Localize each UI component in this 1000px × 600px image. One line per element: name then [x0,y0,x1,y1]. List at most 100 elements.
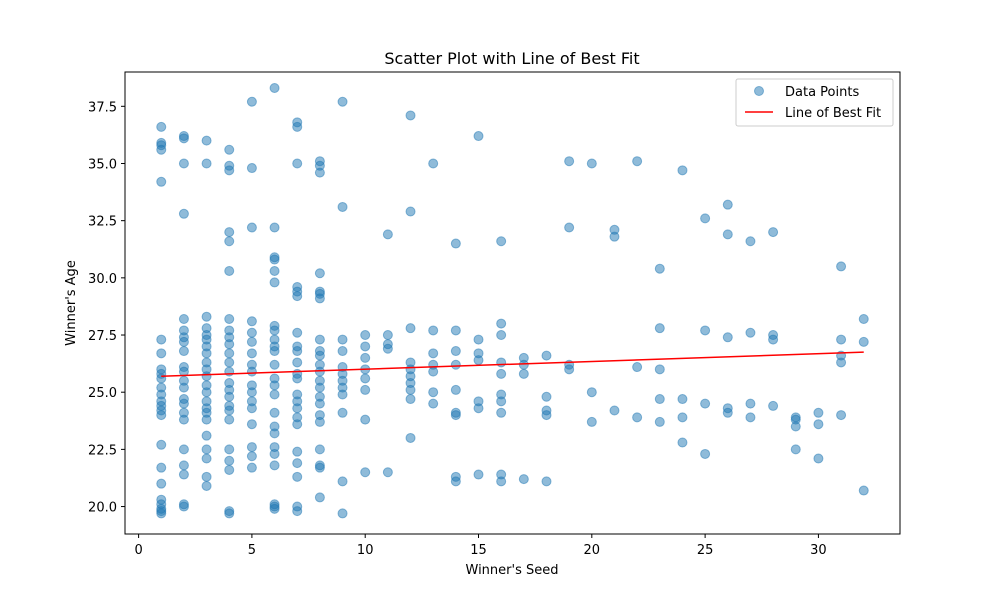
data-point [224,414,235,425]
data-point [677,437,688,448]
data-point [156,373,167,384]
data-point [768,334,779,345]
data-point [632,362,643,373]
data-point [337,201,348,212]
data-point [496,476,507,487]
data-point [609,231,620,242]
data-point [360,467,371,478]
data-point [768,400,779,411]
data-point [178,414,189,425]
data-point [586,158,597,169]
x-axis-label: Winner's Seed [466,563,559,578]
data-point [450,346,461,357]
y-axis-ticks: 20.0 22.5 25.0 27.5 30.0 32.5 35.0 37.5 [88,100,125,516]
data-point [428,325,439,336]
data-point [246,366,257,377]
data-point [269,448,280,459]
data-point [224,508,235,519]
data-point [496,396,507,407]
data-point [428,398,439,409]
data-point [269,380,280,391]
data-point [496,236,507,247]
data-point [564,364,575,375]
data-point [722,199,733,210]
data-point [292,158,303,169]
data-point [224,227,235,238]
data-point [246,451,257,462]
data-point [541,391,552,402]
data-point [246,96,257,107]
data-point [156,439,167,450]
data-point [700,213,711,224]
data-point [382,330,393,341]
data-point [246,462,257,473]
data-point [337,334,348,345]
data-point [677,412,688,423]
data-point [473,355,484,366]
data-point [405,394,416,405]
data-point [269,389,280,400]
data-point [292,373,303,384]
data-point [450,384,461,395]
data-point [813,453,824,464]
data-point [269,428,280,439]
data-point [292,121,303,132]
data-point [269,254,280,265]
data-point [496,318,507,329]
data-point [269,265,280,276]
data-point [450,238,461,249]
data-point [405,432,416,443]
best-fit-line [161,351,864,377]
data-point [224,339,235,350]
x-tick-label: 30 [810,543,827,558]
data-point [224,391,235,402]
data-point [450,410,461,421]
data-point [156,348,167,359]
data-point [541,410,552,421]
data-point [428,366,439,377]
data-point [473,403,484,414]
data-point [224,265,235,276]
data-point [745,236,756,247]
data-point [246,442,257,453]
chart-title: Scatter Plot with Line of Best Fit [384,49,639,68]
data-point [201,480,212,491]
data-point [178,208,189,219]
y-tick-label: 27.5 [88,329,117,344]
data-point [201,311,212,322]
data-point [201,387,212,398]
data-point [292,357,303,368]
plot-area [124,71,901,535]
data-point [201,453,212,464]
data-point [224,455,235,466]
data-point [201,471,212,482]
data-point [314,382,325,393]
y-tick-label: 25.0 [88,386,117,401]
data-point [858,314,869,325]
y-axis-label: Winner's Age [64,260,79,346]
x-tick-label: 0 [134,543,142,558]
data-point [314,293,325,304]
data-point [813,407,824,418]
data-point [178,460,189,471]
data-point [836,410,847,421]
data-point [745,327,756,338]
data-point [677,394,688,405]
data-point [745,412,756,423]
data-point [654,416,665,427]
data-point [382,229,393,240]
data-point [201,371,212,382]
data-point [156,410,167,421]
data-point [654,364,665,375]
data-point [269,277,280,288]
data-point [632,412,643,423]
data-point [156,462,167,473]
data-point [564,222,575,233]
data-point [178,336,189,347]
data-point [405,110,416,121]
fit-line-layer [161,351,864,377]
data-point [178,158,189,169]
y-tick-label: 32.5 [88,215,117,230]
data-point [269,359,280,370]
